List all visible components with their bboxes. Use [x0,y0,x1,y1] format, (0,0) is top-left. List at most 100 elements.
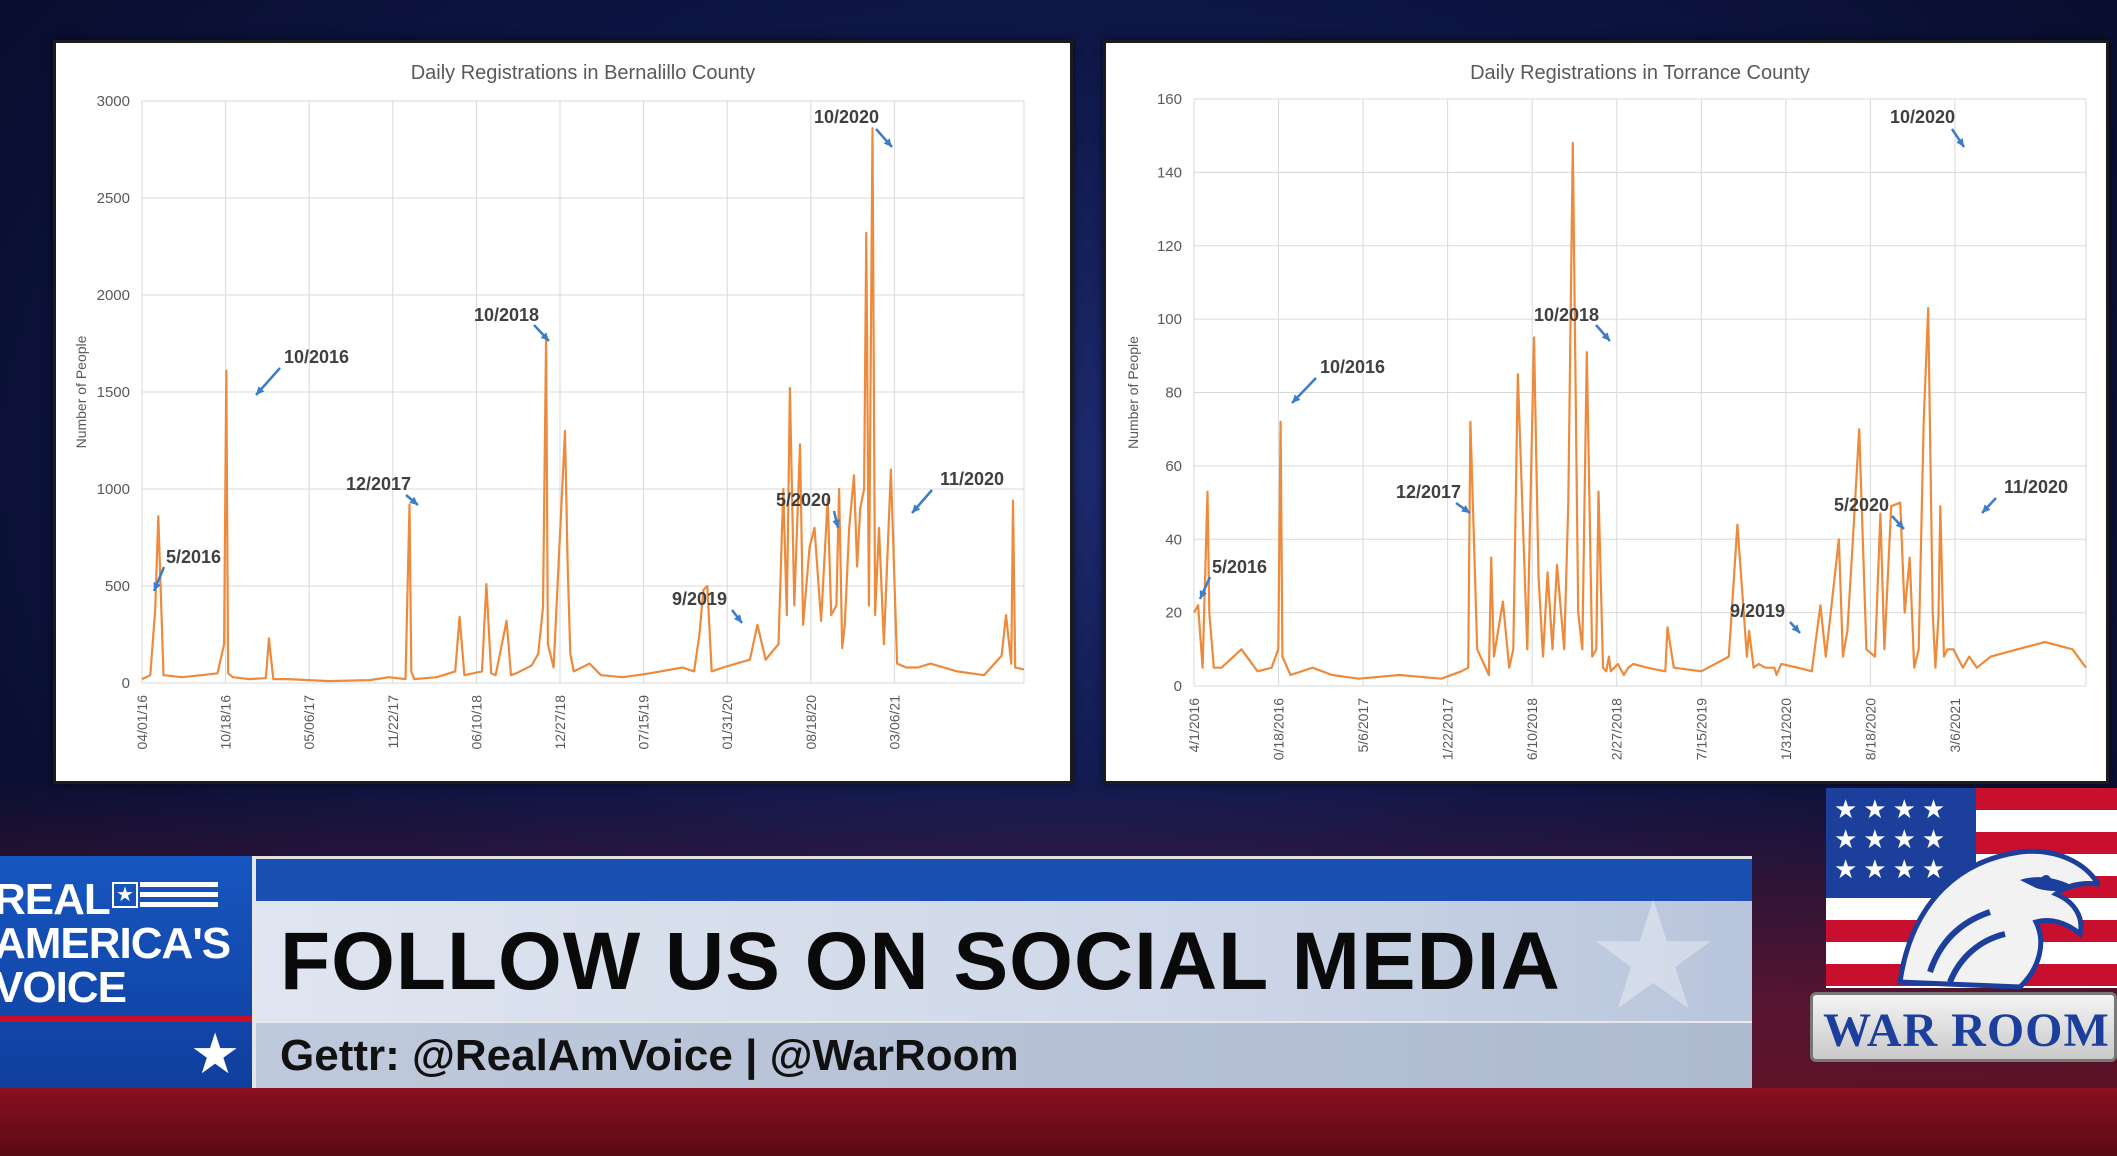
x-tick-label: 11/22/17 [385,695,401,749]
x-tick-label: 01/31/20 [719,695,735,750]
annotation-arrowhead [409,496,418,505]
x-tick-label: 3/6/2021 [1947,698,1963,753]
annotation-arrowhead [883,138,892,147]
annotation-label: 10/2018 [474,305,539,325]
brand-stripe [140,902,218,907]
x-tick-label: 10/18/16 [218,695,234,750]
brand-star-icon: ★ [112,882,138,908]
x-tick-label: 2/27/2018 [1609,698,1625,760]
logo-text: WAR ROOM [1823,1004,2110,1057]
headline: FOLLOW US ON SOCIAL MEDIA [280,916,1561,1007]
annotation-arrowhead [1601,332,1610,341]
x-tick-label: 4/1/2016 [1186,698,1202,753]
bottom-red-band [0,1088,2117,1156]
x-tick-label: 03/06/21 [886,695,902,750]
x-tick-label: 07/15/19 [636,695,652,750]
banner-top-bar [256,856,1752,901]
y-tick-label: 3000 [97,93,130,110]
annotation-label: 10/2016 [1320,357,1385,377]
annotation-label: 10/2018 [1534,305,1599,325]
annotation-label: 12/2017 [1396,482,1461,502]
x-tick-label: 06/10/18 [468,695,484,750]
x-tick-label: 04/01/16 [134,695,150,750]
y-tick-label: 160 [1157,91,1182,108]
brand-stripe [140,882,218,887]
annotation-arrowhead [256,386,265,395]
banner-headline-bar: ★ FOLLOW US ON SOCIAL MEDIA [256,881,1752,1031]
star-icon: ★ [190,1022,241,1085]
brand-stripe [140,892,218,897]
y-tick-label: 100 [1157,311,1182,328]
series-line [141,127,1025,683]
annotation-label: 11/2020 [940,469,1004,489]
x-tick-label: 05/06/17 [301,695,317,750]
annotation-label: 5/2016 [166,547,221,567]
x-tick-label: 0/18/2016 [1271,698,1287,760]
annotation-label: 5/2016 [1212,557,1267,577]
y-tick-label: 40 [1165,531,1182,548]
x-tick-label: 8/18/2020 [1862,698,1878,760]
annotation-arrowhead [1956,138,1964,147]
brand-line-2: AMERICA'S [0,919,231,968]
annotation-label: 5/2020 [1834,495,1889,515]
eagle-icon [1897,848,2100,990]
annotation-label: 9/2019 [672,589,727,609]
y-tick-label: 2500 [97,190,130,207]
rav-logo: REAL ★ AMERICA'S VOICE ★ [0,856,256,1088]
brand-red-stripe [0,1016,252,1022]
y-tick-label: 500 [105,578,130,595]
annotation-label: 10/2020 [814,107,879,127]
annotation-label: 10/2020 [1890,107,1955,127]
social-handles: Gettr: @RealAmVoice | @WarRoom [280,1031,1019,1080]
series-line [1193,141,2087,680]
x-tick-label: 5/6/2017 [1355,698,1371,753]
annotation-arrowhead [153,582,161,591]
annotation-arrowhead [733,614,742,623]
brand-line-1: REAL [0,875,111,924]
banner-handles-bar: Gettr: @RealAmVoice | @WarRoom [256,1021,1752,1090]
chart-panel-bernalillo: Daily Registrations in Bernalillo County… [53,40,1073,784]
y-tick-label: 0 [1174,678,1182,695]
y-axis-label: Number of People [73,335,89,448]
annotation-arrowhead [1292,394,1301,403]
war-room-logo: ★★★★ ★★★★ ★★★★ WAR ROOM [1800,782,2117,1098]
annotation-arrowhead [1199,590,1207,599]
annotation-label: 9/2019 [1730,601,1785,621]
y-tick-label: 2000 [97,287,130,304]
annotation-arrowhead [540,332,549,341]
brand-line-3: VOICE [0,963,127,1012]
chart-torrance: Daily Registrations in Torrance County 0 2… [1125,62,2087,760]
annotation-arrowhead [1791,624,1800,633]
annotation-arrowhead [912,504,921,513]
x-tick-label: 1/22/2017 [1440,698,1456,760]
decorative-star-icon: ★ [1586,872,1721,1040]
y-tick-label: 120 [1157,238,1182,255]
annotation-label: 10/2016 [284,347,349,367]
lower-third-banner: REAL ★ AMERICA'S VOICE ★ ★ FOLLOW US ON … [0,856,1760,1090]
chart-title: Daily Registrations in Torrance County [1470,62,1810,84]
annotation-label: 12/2017 [346,474,411,494]
chart-panel-torrance: Daily Registrations in Torrance County 0 2… [1103,40,2109,784]
x-tick-label: 6/10/2018 [1524,698,1540,760]
y-tick-label: 80 [1165,385,1182,402]
annotation-label: 5/2020 [776,490,831,510]
y-tick-label: 1500 [97,384,130,401]
x-tick-label: 1/31/2020 [1778,698,1794,760]
y-axis-label: Number of People [1125,336,1141,449]
annotation-arrowhead [1461,505,1470,513]
annotation-arrowhead [1982,504,1991,513]
y-tick-label: 20 [1165,605,1182,622]
y-tick-label: 140 [1157,164,1182,181]
chart-title: Daily Registrations in Bernalillo County [411,62,756,84]
x-tick-label: 08/18/20 [803,695,819,750]
annotation-label: 11/2020 [2004,477,2068,497]
x-tick-label: 7/15/2019 [1693,698,1709,760]
y-tick-label: 60 [1165,458,1182,475]
chart-bernalillo: Daily Registrations in Bernalillo County… [73,62,1025,750]
logo-plate: WAR ROOM [1810,992,2117,1062]
annotation-arrowhead [1895,520,1904,529]
flag-canton-stars-icon: ★★★★ ★★★★ ★★★★ [1826,788,1976,898]
annotation-arrowhead [832,519,840,528]
y-tick-label: 1000 [97,481,130,498]
x-tick-label: 12/27/18 [552,695,568,750]
